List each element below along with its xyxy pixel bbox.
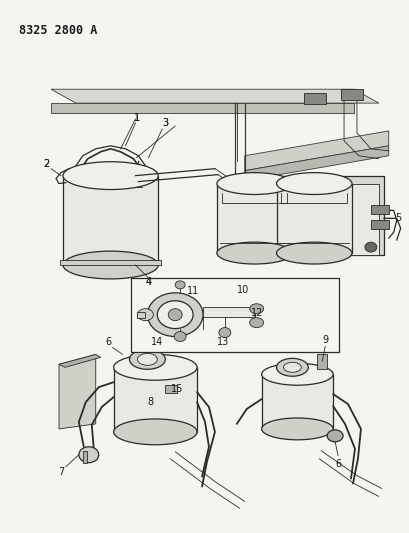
Ellipse shape <box>137 309 153 321</box>
Text: 1: 1 <box>134 113 140 123</box>
Text: 2: 2 <box>43 159 49 169</box>
Text: 3: 3 <box>162 118 168 128</box>
Text: 6: 6 <box>334 459 340 469</box>
Ellipse shape <box>283 362 301 372</box>
Text: 7: 7 <box>58 466 64 477</box>
Ellipse shape <box>276 358 308 376</box>
Ellipse shape <box>276 173 351 195</box>
Ellipse shape <box>63 161 158 190</box>
Ellipse shape <box>157 301 193 328</box>
Text: 9: 9 <box>321 335 328 344</box>
Ellipse shape <box>261 418 333 440</box>
Polygon shape <box>224 183 378 255</box>
Text: 14: 14 <box>151 337 163 348</box>
Ellipse shape <box>216 242 292 264</box>
Polygon shape <box>59 354 96 429</box>
Ellipse shape <box>364 242 376 252</box>
Polygon shape <box>244 146 388 181</box>
Bar <box>317 354 326 369</box>
Polygon shape <box>224 175 383 255</box>
Text: 5: 5 <box>395 213 401 223</box>
Text: 8325 2800 A: 8325 2800 A <box>19 23 97 37</box>
Ellipse shape <box>63 251 158 279</box>
Ellipse shape <box>168 309 182 321</box>
Ellipse shape <box>249 304 263 314</box>
Text: 1: 1 <box>134 113 140 123</box>
Ellipse shape <box>218 328 230 337</box>
Text: 4: 4 <box>145 277 151 287</box>
Text: 3: 3 <box>162 118 168 128</box>
Ellipse shape <box>129 350 165 369</box>
Ellipse shape <box>326 430 342 442</box>
Ellipse shape <box>261 364 333 385</box>
Text: 11: 11 <box>187 286 199 296</box>
Ellipse shape <box>276 242 351 264</box>
Polygon shape <box>113 367 197 432</box>
Polygon shape <box>244 131 388 171</box>
Text: 15: 15 <box>171 384 183 394</box>
Polygon shape <box>63 175 158 265</box>
Text: 2: 2 <box>43 159 49 169</box>
Polygon shape <box>51 103 353 113</box>
Polygon shape <box>60 260 161 265</box>
Ellipse shape <box>79 447 99 463</box>
Text: 12: 12 <box>250 308 262 318</box>
Ellipse shape <box>137 353 157 365</box>
Bar <box>340 89 362 100</box>
Polygon shape <box>276 183 351 253</box>
Polygon shape <box>59 354 101 367</box>
Bar <box>303 93 326 104</box>
Bar <box>370 205 388 214</box>
Ellipse shape <box>216 173 292 195</box>
Polygon shape <box>216 183 292 253</box>
Bar <box>137 312 145 318</box>
Bar <box>165 385 177 393</box>
Bar <box>83 451 87 463</box>
Bar <box>130 278 338 352</box>
Text: 6: 6 <box>106 337 111 348</box>
Bar <box>370 220 388 229</box>
Text: 10: 10 <box>236 285 248 295</box>
Ellipse shape <box>147 293 202 336</box>
Polygon shape <box>261 374 333 429</box>
Text: 8: 8 <box>147 397 153 407</box>
Ellipse shape <box>249 318 263 328</box>
Ellipse shape <box>174 332 186 342</box>
Text: 13: 13 <box>216 337 229 348</box>
Polygon shape <box>51 89 378 103</box>
Ellipse shape <box>113 354 197 380</box>
Polygon shape <box>202 306 254 317</box>
Text: 4: 4 <box>145 277 151 287</box>
Ellipse shape <box>175 281 185 289</box>
Ellipse shape <box>113 419 197 445</box>
